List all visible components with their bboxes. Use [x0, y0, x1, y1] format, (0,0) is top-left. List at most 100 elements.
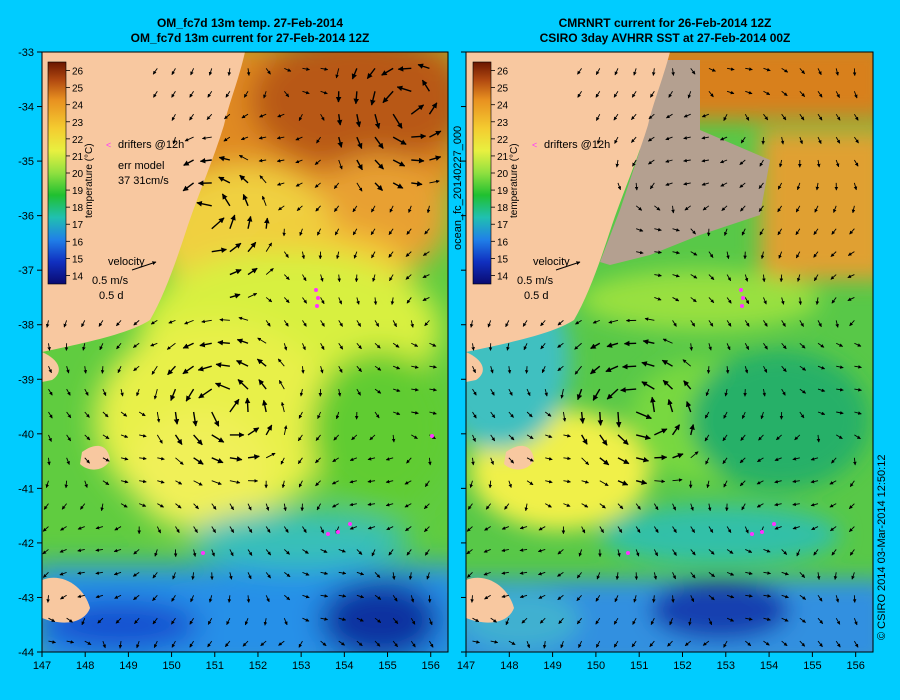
left-current-arrow — [295, 136, 303, 141]
left-current-arrow — [48, 640, 56, 644]
left-current-arrow — [189, 640, 194, 648]
left-current-arrow — [371, 549, 376, 557]
left-current-arrow — [429, 342, 437, 347]
left-current-arrow — [196, 201, 212, 207]
right-current-arrow — [760, 251, 765, 260]
left-current-arrow — [77, 571, 85, 575]
left-current-arrow — [184, 319, 194, 325]
right-colorbar-label: temperature (°C) — [509, 143, 520, 218]
left-current-arrow — [175, 503, 182, 509]
left-current-arrow — [139, 456, 147, 461]
left-current-arrow — [193, 503, 199, 510]
left-current-arrow — [133, 342, 140, 348]
left-current-arrow — [278, 640, 285, 646]
left-current-arrow — [404, 503, 412, 508]
left-current-arrow — [411, 157, 425, 164]
right-current-arrow — [519, 571, 528, 575]
right-current-arrow — [632, 617, 637, 625]
left-current-arrow — [283, 526, 289, 533]
left-current-arrow — [84, 388, 89, 396]
left-current-arrow — [185, 388, 195, 402]
right-current-arrow — [545, 479, 553, 484]
left-current-arrow — [301, 366, 305, 374]
right-current-arrow — [563, 479, 571, 484]
left-current-arrow — [390, 297, 395, 305]
right-current-arrow — [829, 503, 837, 508]
left-current-arrow — [429, 365, 437, 369]
left-current-arrow — [320, 549, 328, 553]
left-current-arrow — [262, 399, 268, 413]
right-current-arrow — [706, 366, 711, 374]
left-current-arrow — [77, 526, 85, 530]
right-current-arrow — [799, 342, 806, 349]
right-current-arrow — [504, 503, 510, 510]
left-current-arrow — [208, 595, 213, 603]
left-current-arrow — [356, 617, 364, 622]
right-map-panel — [466, 52, 873, 652]
left-current-arrow — [206, 113, 213, 120]
right-current-arrow — [847, 251, 855, 256]
right-current-arrow — [781, 297, 785, 305]
right-current-arrow — [708, 251, 714, 258]
right-current-arrow — [720, 159, 728, 164]
right-current-arrow — [758, 434, 764, 441]
right-current-arrow — [672, 526, 677, 533]
left-colorbar-tick-label: 17 — [72, 220, 84, 231]
left-legend: < drifters @12h err model 37 31cm/s velo… — [92, 139, 184, 302]
right-current-arrow — [576, 617, 582, 625]
left-current-arrow — [391, 434, 396, 443]
left-current-arrow — [349, 479, 357, 484]
right-current-arrow — [741, 503, 746, 511]
left-current-arrow — [136, 640, 140, 649]
right-current-arrow — [652, 595, 656, 603]
right-current-arrow — [490, 434, 496, 442]
left-current-arrow — [95, 571, 103, 575]
left-current-arrow — [217, 339, 230, 346]
right-current-arrow — [726, 90, 735, 95]
left-current-arrow — [198, 388, 213, 399]
right-current-arrow — [672, 297, 680, 302]
left-current-arrow — [335, 411, 340, 420]
right-current-arrow — [854, 342, 862, 347]
left-drifters-label: drifters @12h — [118, 139, 184, 151]
right-current-arrow — [723, 640, 728, 648]
left-current-arrow — [113, 571, 122, 576]
left-current-arrow — [332, 503, 339, 508]
left-current-arrow — [133, 365, 140, 372]
right-current-arrow — [727, 67, 735, 71]
left-current-arrow — [42, 549, 49, 555]
right-current-arrow — [617, 434, 629, 446]
right-current-arrow — [708, 274, 715, 281]
left-current-arrow — [265, 549, 272, 556]
left-current-arrow — [221, 193, 231, 207]
right-current-arrow — [672, 572, 676, 580]
right-current-arrow — [661, 359, 673, 367]
right-current-arrow — [595, 113, 601, 121]
right-current-arrow — [521, 617, 528, 624]
right-current-arrow — [815, 182, 820, 191]
left-current-arrow — [338, 343, 344, 350]
right-current-arrow — [642, 339, 655, 345]
right-current-arrow — [501, 526, 510, 530]
left-current-arrow — [371, 251, 376, 259]
right-current-arrow — [813, 228, 819, 235]
right-current-arrow — [756, 503, 764, 508]
right-current-arrow — [831, 549, 837, 556]
right-current-arrow — [757, 457, 764, 463]
left-current-arrow — [302, 90, 310, 95]
right-current-arrow — [544, 388, 548, 397]
right-x-tick-label: 155 — [803, 660, 821, 672]
left-current-arrow — [224, 113, 231, 120]
left-current-arrow — [265, 424, 273, 436]
left-current-arrow — [64, 480, 69, 489]
right-current-arrow — [472, 434, 476, 442]
right-current-arrow — [632, 159, 637, 167]
left-current-arrow — [175, 457, 184, 465]
right-current-arrow — [815, 297, 820, 305]
left-panel-title: OM_fc7d 13m temp. 27-Feb-2014 OM_fc7d 13… — [90, 16, 410, 46]
right-current-arrow — [617, 549, 621, 557]
right-current-arrow — [665, 159, 673, 163]
right-current-arrow — [595, 640, 601, 648]
left-current-vectors — [42, 63, 442, 649]
left-current-arrow — [320, 343, 325, 350]
